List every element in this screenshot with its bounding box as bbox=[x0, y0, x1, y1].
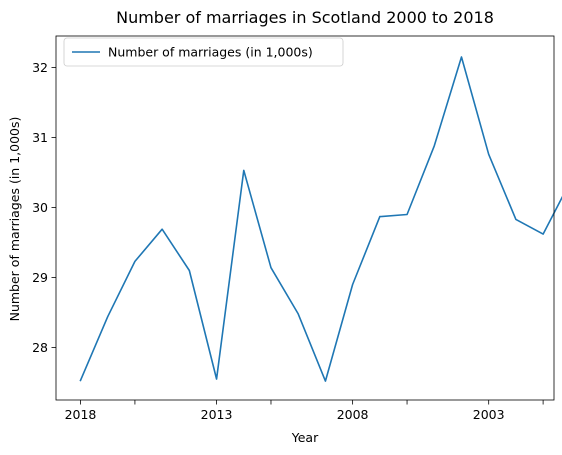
x-tick-label: 2018 bbox=[65, 407, 97, 422]
y-tick-label: 31 bbox=[32, 130, 48, 145]
y-tick-label: 30 bbox=[32, 200, 48, 215]
legend: Number of marriages (in 1,000s) bbox=[63, 37, 344, 67]
x-axis-ticks: 2018 2013 2008 2003 bbox=[65, 400, 544, 422]
legend-label: Number of marriages (in 1,000s) bbox=[108, 45, 313, 60]
series-line-0 bbox=[79, 56, 562, 382]
legend-box bbox=[63, 37, 344, 67]
axes-frame bbox=[55, 35, 555, 401]
x-tick-label: 2008 bbox=[337, 407, 369, 422]
y-tick-label: 28 bbox=[32, 340, 48, 355]
plot-area: 2018 2013 2008 2003 28 29 30 31 32 bbox=[32, 35, 562, 422]
y-tick-label: 29 bbox=[32, 270, 48, 285]
x-tick-label: 2013 bbox=[201, 407, 233, 422]
chart-title: Number of marriages in Scotland 2000 to … bbox=[116, 8, 494, 27]
x-tick-label: 2003 bbox=[473, 407, 505, 422]
x-axis-label: Year bbox=[291, 430, 319, 445]
y-axis-ticks: 28 29 30 31 32 bbox=[32, 60, 56, 355]
y-tick-label: 32 bbox=[32, 60, 48, 75]
series-layer bbox=[79, 56, 562, 382]
y-axis-label: Number of marriages (in 1,000s) bbox=[7, 117, 22, 322]
